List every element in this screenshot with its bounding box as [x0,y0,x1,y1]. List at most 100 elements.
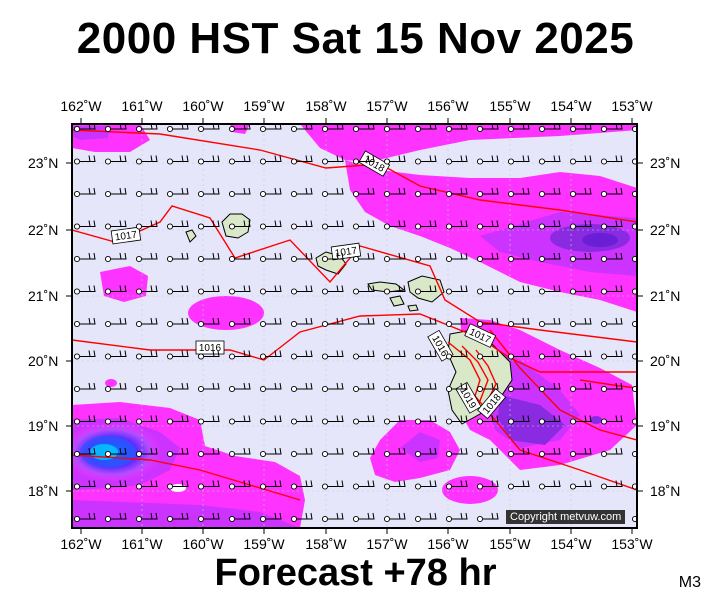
wind-station [414,515,422,523]
wind-station [321,158,329,165]
wind-station [104,255,112,263]
wind-barb [483,512,499,520]
wind-station [476,158,484,165]
wind-barb [80,220,96,227]
wind-barb [576,382,592,390]
wind-barb [607,187,623,195]
wind-barb [111,350,127,357]
wind-barb [297,187,313,195]
wind-barb [297,415,313,422]
wind-station [507,158,515,165]
wind-station [290,515,298,523]
wind-station [445,320,453,328]
wind-barb [297,317,313,325]
wind-barb [607,317,623,325]
lon-label: 160˚W [182,98,224,114]
wind-station [135,450,143,458]
wind-barb [80,350,96,357]
lat-label: 23˚N [650,155,681,171]
wind-station [383,190,391,198]
wind-barb [235,512,251,520]
wind-barb [359,350,375,357]
wind-barb [638,351,653,357]
wind-station [259,483,267,490]
wind-station [600,418,608,425]
wind-barb [235,285,251,292]
wind-station [104,353,112,360]
wind-station [383,418,391,425]
wind-station [476,353,484,360]
wind-station [445,190,453,198]
wind-station [135,158,143,165]
wind-station [228,483,236,490]
wind-station [259,190,267,198]
wind-station [414,255,422,263]
wind-station [197,223,205,230]
wind-station [352,353,360,360]
wind-barb [514,447,530,455]
wind-station [135,223,143,230]
wind-station [228,418,236,425]
wind-barb [111,317,127,325]
wind-station [352,483,360,490]
wind-barb [235,480,251,487]
wind-barb [390,155,406,162]
wind-barb [390,187,406,195]
lat-label: 19˚N [28,418,59,434]
wind-barb [142,317,158,325]
wind-station [414,190,422,198]
wind-barb [638,448,653,454]
lon-label: 157˚W [366,98,408,114]
wind-barb [235,155,251,162]
wind-station [538,418,546,425]
wind-barb [173,252,189,260]
wind-barb [452,220,468,227]
wind-station [104,385,112,393]
wind-station [290,125,298,133]
lon-label: 154˚W [550,536,592,552]
wind-station [73,515,81,523]
wind-station [197,320,205,328]
wind-barb [142,155,158,162]
wind-barb [142,252,158,260]
wind-station [197,418,205,425]
wind-station [569,418,577,425]
wind-station [538,158,546,165]
wind-barb [514,480,530,487]
map-frame [71,123,638,529]
wind-station [569,483,577,490]
wind-station [228,385,236,393]
wind-barb [545,447,561,455]
wind-barb [328,155,344,162]
wind-barb [390,350,406,357]
wind-station [569,320,577,328]
wind-station [383,255,391,263]
wind-station [228,223,236,230]
wind-station [507,385,515,393]
wind-barb [266,220,282,227]
wind-station [104,158,112,165]
wind-barb [452,415,468,422]
wind-barb [173,317,189,325]
wind-barb [328,187,344,195]
lon-label: 156˚W [427,98,469,114]
wind-barb [421,512,437,520]
wind-station [135,255,143,263]
wind-barb [173,350,189,357]
wind-barb [142,285,158,292]
isobars [72,129,637,501]
wind-station [135,320,143,328]
wind-barb [359,220,375,227]
wind-barb [266,187,282,195]
wind-barb [173,415,189,422]
wind-barb [545,220,561,227]
wind-station [166,158,174,165]
wind-station [73,190,81,198]
wind-barb [359,382,375,390]
wind-station [631,255,637,263]
wind-station [352,288,360,295]
wind-station [290,255,298,263]
wind-station [135,483,143,490]
wind-station [538,385,546,393]
wind-station [321,450,329,458]
